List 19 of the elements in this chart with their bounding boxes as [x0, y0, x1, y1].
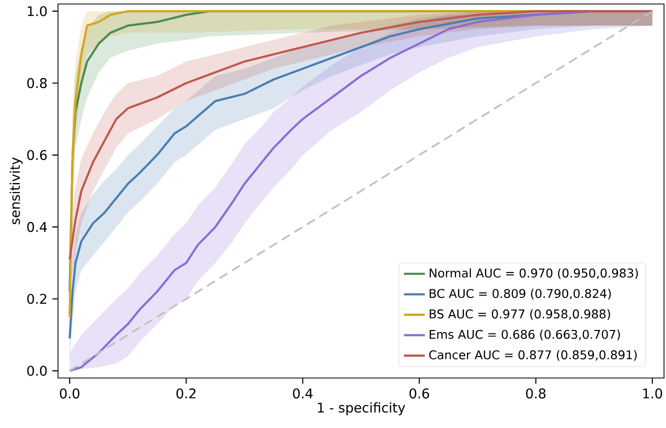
- y-tick-label: 1.0: [28, 6, 47, 16]
- y-axis-title: sensitivity: [10, 157, 23, 224]
- legend-label: BS AUC = 0.977 (0.958,0.988): [430, 309, 610, 320]
- legend-label: Normal AUC = 0.970 (0.950,0.983): [430, 268, 638, 280]
- y-tick-label: 0.6: [27, 150, 47, 160]
- x-tick-label: 1.0: [643, 388, 662, 398]
- x-tick-label: 0.4: [293, 388, 313, 398]
- legend-label: Ems AUC = 0.686 (0.663,0.707): [430, 330, 620, 340]
- x-axis-title: 1 - specificity: [318, 402, 406, 416]
- x-tick-label: 0.0: [60, 388, 80, 398]
- y-tick-label: 0.0: [27, 366, 47, 376]
- x-tick-label: 0.6: [410, 388, 430, 398]
- x-tick-label: 0.2: [176, 388, 196, 398]
- y-tick-label: 0.8: [27, 78, 47, 88]
- x-tick-label: 0.8: [526, 388, 546, 398]
- legend-label: Cancer AUC = 0.877 (0.859,0.891): [429, 350, 637, 361]
- y-tick-label: 0.4: [27, 222, 47, 232]
- y-tick-label: 0.2: [27, 294, 46, 304]
- legend-label: BC AUC = 0.809 (0.790,0.824): [430, 288, 611, 300]
